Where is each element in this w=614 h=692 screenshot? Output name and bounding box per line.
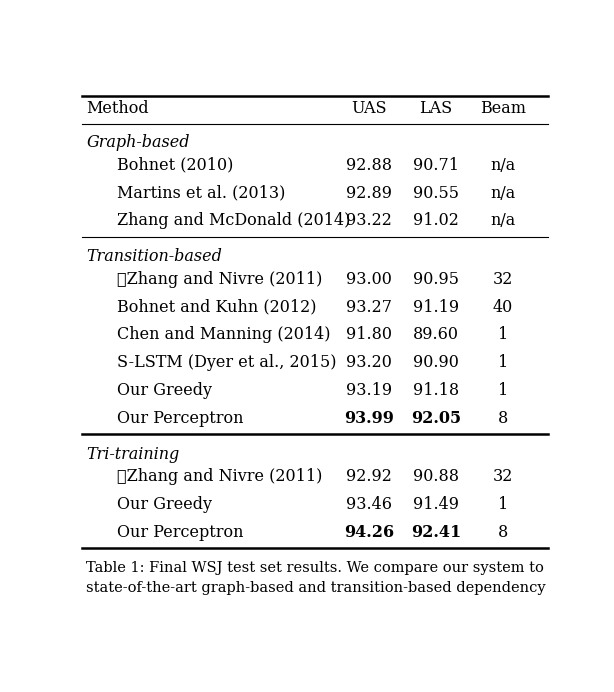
Text: 1: 1 — [497, 496, 508, 513]
Text: n/a: n/a — [490, 157, 515, 174]
Text: 91.02: 91.02 — [413, 212, 459, 229]
Text: 93.20: 93.20 — [346, 354, 392, 371]
Text: 90.90: 90.90 — [413, 354, 459, 371]
Text: 90.55: 90.55 — [413, 185, 459, 201]
Text: n/a: n/a — [490, 185, 515, 201]
Text: 91.49: 91.49 — [413, 496, 459, 513]
Text: Our Greedy: Our Greedy — [117, 382, 212, 399]
Text: 90.95: 90.95 — [413, 271, 459, 288]
Text: 1: 1 — [497, 327, 508, 343]
Text: 93.00: 93.00 — [346, 271, 392, 288]
Text: 92.41: 92.41 — [411, 524, 461, 541]
Text: 92.89: 92.89 — [346, 185, 392, 201]
Text: 93.27: 93.27 — [346, 299, 392, 316]
Text: state-of-the-art graph-based and transition-based dependency: state-of-the-art graph-based and transit… — [86, 581, 546, 595]
Text: UAS: UAS — [352, 100, 387, 116]
Text: 90.88: 90.88 — [413, 468, 459, 485]
Text: n/a: n/a — [490, 212, 515, 229]
Text: Table 1: Final WSJ test set results. We compare our system to: Table 1: Final WSJ test set results. We … — [86, 561, 544, 575]
Text: Bohnet (2010): Bohnet (2010) — [117, 157, 233, 174]
Text: LAS: LAS — [419, 100, 453, 116]
Text: 91.80: 91.80 — [346, 327, 392, 343]
Text: Tri-training: Tri-training — [86, 446, 179, 463]
Text: Graph-based: Graph-based — [86, 134, 190, 151]
Text: 93.99: 93.99 — [344, 410, 394, 426]
Text: 32: 32 — [492, 468, 513, 485]
Text: Method: Method — [86, 100, 149, 116]
Text: Chen and Manning (2014): Chen and Manning (2014) — [117, 327, 331, 343]
Text: 93.22: 93.22 — [346, 212, 392, 229]
Text: 40: 40 — [492, 299, 513, 316]
Text: Zhang and McDonald (2014): Zhang and McDonald (2014) — [117, 212, 351, 229]
Text: 92.88: 92.88 — [346, 157, 392, 174]
Text: 91.19: 91.19 — [413, 299, 459, 316]
Text: Bohnet and Kuhn (2012): Bohnet and Kuhn (2012) — [117, 299, 317, 316]
Text: Beam: Beam — [480, 100, 526, 116]
Text: S-LSTM (Dyer et al., 2015): S-LSTM (Dyer et al., 2015) — [117, 354, 336, 371]
Text: 1: 1 — [497, 382, 508, 399]
Text: Martins et al. (2013): Martins et al. (2013) — [117, 185, 286, 201]
Text: 1: 1 — [497, 354, 508, 371]
Text: ★Zhang and Nivre (2011): ★Zhang and Nivre (2011) — [117, 468, 322, 485]
Text: 90.71: 90.71 — [413, 157, 459, 174]
Text: 8: 8 — [497, 410, 508, 426]
Text: 93.19: 93.19 — [346, 382, 392, 399]
Text: 92.05: 92.05 — [411, 410, 461, 426]
Text: 8: 8 — [497, 524, 508, 541]
Text: 91.18: 91.18 — [413, 382, 459, 399]
Text: Transition-based: Transition-based — [86, 248, 222, 265]
Text: ★Zhang and Nivre (2011): ★Zhang and Nivre (2011) — [117, 271, 322, 288]
Text: Our Perceptron: Our Perceptron — [117, 524, 244, 541]
Text: 89.60: 89.60 — [413, 327, 459, 343]
Text: Our Perceptron: Our Perceptron — [117, 410, 244, 426]
Text: 93.46: 93.46 — [346, 496, 392, 513]
Text: 32: 32 — [492, 271, 513, 288]
Text: Our Greedy: Our Greedy — [117, 496, 212, 513]
Text: 94.26: 94.26 — [344, 524, 394, 541]
Text: 92.92: 92.92 — [346, 468, 392, 485]
